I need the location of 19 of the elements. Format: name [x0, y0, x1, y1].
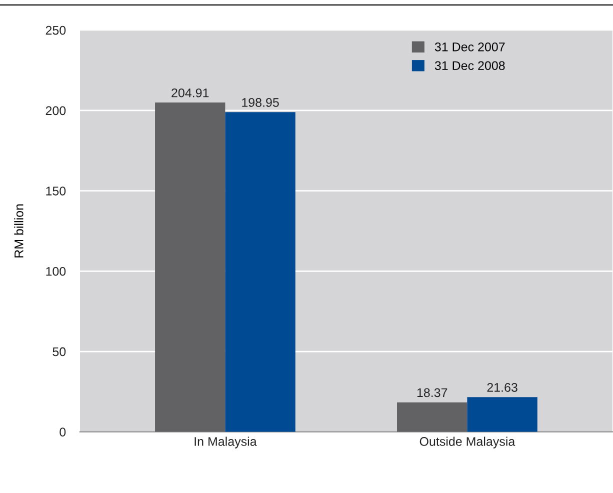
bar	[155, 102, 226, 432]
bar	[225, 112, 296, 432]
legend-label: 31 Dec 2008	[434, 61, 505, 70]
y-axis-title: RM billion	[14, 204, 24, 258]
x-tick-label: In Malaysia	[194, 436, 257, 448]
y-tick-label: 200	[46, 106, 66, 116]
data-label: 204.91	[172, 88, 209, 98]
y-tick-label: 0	[60, 428, 66, 437]
x-tick-label: Outside Malaysia	[420, 436, 516, 448]
bar	[467, 397, 538, 432]
legend-label: 31 Dec 2007	[434, 42, 505, 52]
y-tick-label: 150	[46, 186, 66, 196]
y-tick-label: 100	[46, 266, 66, 276]
data-label: 18.37	[417, 388, 448, 398]
bar	[397, 402, 468, 432]
data-label: 21.63	[487, 383, 518, 392]
y-tick-label: 250	[46, 26, 66, 35]
y-tick-label: 50	[52, 347, 66, 356]
data-label: 198.95	[242, 98, 279, 107]
